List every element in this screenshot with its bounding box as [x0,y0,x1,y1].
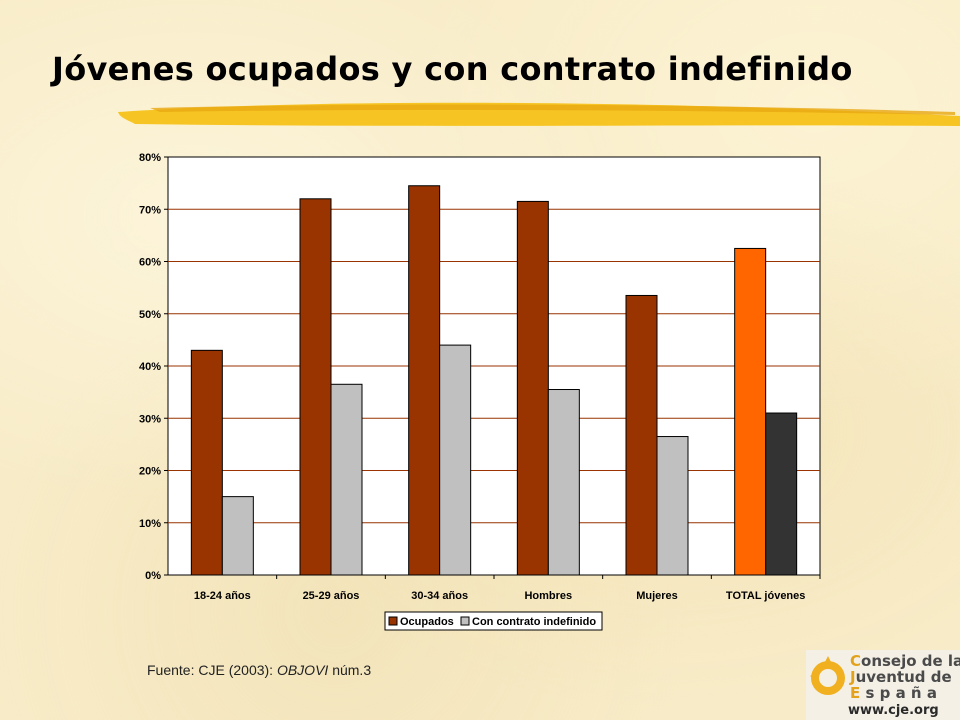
source-prefix: Fuente: CJE (2003): [147,662,277,678]
legend-swatch-ocupados [388,616,398,626]
y-tick-label: 70% [139,204,161,216]
source-note: Fuente: CJE (2003): OBJOVI núm.3 [147,662,371,678]
y-tick-label: 50% [139,309,161,321]
legend-label-ocupados: Ocupados [400,616,454,628]
x-category-label: Hombres [524,590,572,602]
bar-indefinido [656,436,689,576]
logo-line2: uventud de [855,668,952,686]
logo-cap-e: E [850,684,861,702]
bar-ocupados [516,200,549,576]
logo-line3: s p a ñ a [860,684,937,702]
legend [384,611,603,631]
bar-ocupados [734,247,767,576]
source-publication: OBJOVI [276,662,329,678]
source-suffix: núm.3 [328,662,372,678]
bar-ocupados [190,349,223,576]
logo-cap-j: J [850,668,856,686]
legend-label-indefinido: Con contrato indefinido [472,616,596,628]
bar-indefinido [439,344,472,576]
x-category-label: Mujeres [636,590,678,602]
x-category-label: 25-29 años [303,590,360,602]
bar-indefinido [765,412,798,576]
y-tick-label: 60% [139,257,161,269]
logo-line1: onsejo de la [861,652,960,670]
legend-swatch-indefinido [460,616,470,626]
logo-cap-c: C [850,652,862,670]
x-category-label: 30-34 años [411,590,468,602]
y-tick-label: 30% [139,413,161,425]
x-category-label: TOTAL jóvenes [726,590,805,602]
y-tick-label: 40% [139,361,161,373]
cje-logo[interactable]: Consejo de la Juventud de E s p a ñ a ww… [806,650,960,720]
y-tick-label: 0% [145,570,161,582]
bar-ocupados [625,294,658,576]
x-category-label: 18-24 años [194,590,251,602]
logo-wordmark: Consejo de la Juventud de E s p a ñ a [850,653,960,701]
slide-title: Jóvenes ocupados y con contrato indefini… [52,50,853,88]
bar-indefinido [547,389,580,576]
y-tick-label: 80% [139,152,161,164]
y-tick-label: 10% [139,518,161,530]
cje-emblem-icon [810,656,845,695]
bar-indefinido [221,496,254,576]
logo-url-link[interactable]: www.cje.org [848,703,939,718]
bar-ocupados [408,185,441,576]
bar-indefinido [330,383,363,576]
bar-ocupados [299,198,332,576]
y-tick-label: 20% [139,466,161,478]
